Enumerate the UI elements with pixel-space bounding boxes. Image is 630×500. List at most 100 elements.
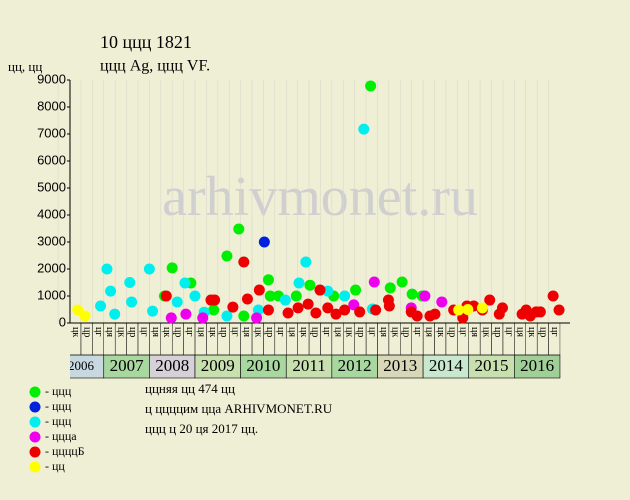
quarter-label: цк (481, 327, 492, 337)
point (143, 263, 155, 275)
point (171, 296, 183, 308)
point (95, 300, 107, 312)
point (496, 302, 508, 314)
quarter-label: цг (412, 327, 423, 336)
point (411, 310, 423, 322)
note: ццц ц 20 ця 2017 цц. (145, 421, 258, 436)
point (262, 304, 274, 316)
quarter-label: цр (81, 327, 92, 337)
legend-marker (29, 386, 41, 398)
quarter-label: цр (446, 327, 457, 337)
point (310, 307, 322, 319)
legend-marker (29, 431, 41, 443)
point (322, 302, 334, 314)
point (72, 304, 84, 316)
point (109, 308, 121, 320)
point (126, 296, 138, 308)
point (462, 304, 474, 315)
quarter-label: цг (366, 327, 377, 336)
point (304, 279, 316, 291)
y-tick-label: 1000 (37, 287, 66, 302)
quarter-cell (548, 323, 561, 356)
legend-label: - ццц (45, 384, 72, 398)
point (396, 276, 408, 288)
point (406, 288, 418, 300)
year-label: 2011 (292, 356, 325, 375)
point (264, 290, 276, 302)
point (105, 285, 117, 297)
legend-label: - ццццБ (45, 444, 85, 458)
quarter-label: ця (195, 327, 206, 337)
legend-marker (29, 401, 41, 413)
point (553, 304, 565, 316)
y-tick-label: 7000 (37, 125, 66, 140)
year-label: 2016 (520, 356, 554, 375)
point (282, 307, 294, 319)
y-tick-label: 3000 (37, 233, 66, 248)
x-axis-strip: 2006цяцкцрцг2007цяцкцрцг2008цяцкцрцг2009… (70, 323, 561, 379)
legend-label: - ццц (45, 399, 72, 413)
quarter-label: цг (184, 327, 195, 336)
point (179, 277, 191, 289)
quarter-label: цг (275, 327, 286, 336)
point (429, 308, 441, 320)
point (253, 284, 265, 296)
point (160, 290, 172, 302)
point (241, 293, 253, 305)
point (165, 312, 177, 324)
quarter-label: цг (549, 327, 560, 336)
note: ц ццццим цца ARHIVMONET.RU (145, 401, 333, 416)
point (292, 302, 304, 314)
quarter-label: цр (127, 327, 138, 337)
point (166, 262, 178, 274)
quarter-label: ця (332, 327, 343, 337)
legend-label: - цц (45, 459, 65, 473)
quarter-label: ця (287, 327, 298, 337)
chart-subtitle: ццц Ag, ццц VF. (100, 58, 210, 75)
point (101, 263, 113, 275)
point (476, 302, 488, 314)
quarter-label: цк (116, 327, 127, 337)
year-label: 2008 (155, 356, 189, 375)
quarter-label: цг (458, 327, 469, 336)
y-tick-label: 8000 (37, 98, 66, 113)
y-tick-label: 6000 (37, 152, 66, 167)
year-label: 2007 (110, 356, 145, 375)
y-tick-label: 5000 (37, 179, 66, 194)
point (300, 256, 312, 268)
point (147, 305, 159, 317)
quarter-label: цг (321, 327, 332, 336)
point (209, 294, 221, 306)
quarter-label: ця (104, 327, 115, 337)
quarter-label: ця (241, 327, 252, 337)
quarter-label: цр (492, 327, 503, 337)
point (368, 276, 380, 288)
point (350, 284, 362, 296)
chart-title: 10 ццц 1821 (100, 32, 192, 52)
point (208, 304, 220, 316)
point (534, 306, 546, 318)
point (339, 290, 351, 302)
point (258, 236, 270, 248)
year-label: 2010 (246, 356, 280, 375)
note: ццняя цц 474 цц (145, 381, 235, 396)
point (238, 256, 250, 268)
quarter-label: цр (264, 327, 275, 337)
quarter-label: цк (161, 327, 172, 337)
y-tick-label: 9000 (37, 71, 66, 86)
point (279, 294, 291, 306)
y-axis-label: цц, цц (8, 59, 42, 74)
point (79, 310, 91, 322)
year-label: 2012 (338, 356, 372, 375)
point (221, 250, 233, 262)
point (383, 300, 395, 312)
point (221, 310, 233, 322)
quarter-label: цг (230, 327, 241, 336)
point (302, 298, 314, 310)
quarter-label: цк (298, 327, 309, 337)
quarter-label: цр (218, 327, 229, 337)
legend-marker (29, 446, 41, 458)
quarter-label: ця (424, 327, 435, 337)
